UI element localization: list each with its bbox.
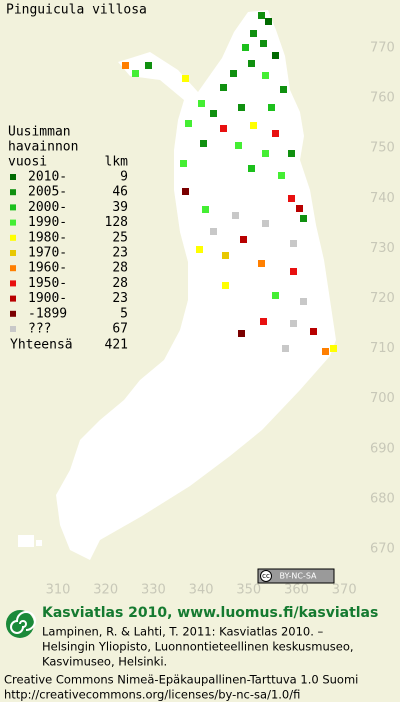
legend-label: 2010-: [28, 170, 67, 185]
citation: Kasvimuseo, Helsinki.: [42, 655, 167, 669]
badge-terms: BY-NC-SA: [279, 572, 317, 581]
total-count: 421: [105, 338, 128, 353]
legend-label: -1899: [28, 306, 67, 321]
legend-swatch: [10, 280, 16, 287]
citation: Helsingin Yliopisto, Luonnontieteellinen…: [42, 640, 354, 654]
legend-swatch: [10, 310, 16, 317]
finland-outline: [56, 10, 336, 560]
legend-count: 5: [120, 306, 128, 321]
legend-count: 23: [112, 246, 128, 261]
license: http://creativecommons.org/licenses/by-n…: [4, 688, 300, 702]
legend-count: 39: [112, 200, 128, 215]
x-grid-label: 320: [93, 583, 118, 598]
x-grid-label: 370: [332, 583, 357, 598]
badge-cc: cc: [262, 572, 270, 580]
legend-swatch: [10, 174, 16, 180]
legend-swatch: [10, 326, 16, 332]
legend-count: 28: [112, 276, 128, 291]
y-grid-label: 710: [370, 341, 395, 356]
license-badge: cc BY-NC-SA: [257, 568, 335, 584]
y-grid-label: 750: [370, 141, 395, 156]
site-line: Kasviatlas 2010, www.luomus.fi/kasviatla…: [42, 605, 378, 621]
y-grid-label: 690: [370, 441, 395, 456]
grid-labels: 310 320 330 340 350 360 370 770 760 750 740 730 720 7…: [46, 41, 395, 598]
legend-count: 67: [112, 322, 128, 337]
legend-label: 1980-: [28, 230, 67, 245]
legend-label: 1970-: [28, 246, 67, 261]
legend-swatch: [10, 204, 16, 211]
legend: Uusimman havainnon vuosi lkm 2010- 9 2005-…: [8, 125, 128, 353]
legend-heading: Uusimman: [8, 125, 71, 140]
legend-swatch: [10, 234, 16, 241]
legend-swatch: [10, 295, 16, 302]
y-grid-label: 770: [370, 41, 395, 56]
legend-count-header: lkm: [105, 155, 129, 170]
legend-label: 2005-: [28, 185, 67, 200]
legend-heading: havainnon: [8, 140, 78, 155]
legend-count: 46: [112, 185, 128, 200]
license: Creative Commons Nimeä-Epäkaupallinen-Ta…: [4, 673, 358, 687]
x-grid-label: 340: [189, 583, 214, 598]
legend-label: 1990-: [28, 215, 67, 230]
legend-count: 28: [112, 261, 128, 276]
y-grid-label: 730: [370, 241, 395, 256]
x-grid-label: 350: [236, 583, 261, 598]
y-grid-label: 740: [370, 191, 395, 206]
legend-swatch: [10, 265, 16, 272]
observation-squares: [122, 12, 337, 355]
legend-count: 23: [112, 291, 128, 306]
legend-swatch: [10, 250, 16, 256]
y-grid-label: 700: [370, 391, 395, 406]
y-grid-label: 680: [370, 491, 395, 506]
legend-swatch: [10, 219, 16, 226]
legend-label: 1950-: [28, 276, 67, 291]
x-grid-label: 310: [46, 583, 71, 598]
x-grid-label: 330: [141, 583, 166, 598]
total-label: Yhteensä: [10, 338, 73, 353]
legend-count: 128: [105, 215, 128, 230]
legend-label: 1960-: [28, 261, 67, 276]
title: Pinguicula villosa: [6, 3, 147, 18]
y-grid-label: 670: [370, 542, 395, 557]
y-grid-label: 720: [370, 291, 395, 306]
legend-label: ???: [28, 322, 51, 337]
y-grid-label: 760: [370, 91, 395, 106]
legend-label: 2000-: [28, 200, 67, 215]
legend-swatch: [10, 189, 16, 196]
logo: [6, 610, 36, 638]
legend-count: 25: [112, 230, 128, 245]
citation: Lampinen, R. & Lahti, T. 2011: Kasviatla…: [42, 625, 324, 639]
x-grid-label: 360: [284, 583, 309, 598]
legend-year-header: vuosi: [8, 155, 47, 170]
legend-label: 1900-: [28, 291, 67, 306]
legend-count: 9: [120, 170, 128, 185]
aland-islands: [18, 535, 42, 547]
